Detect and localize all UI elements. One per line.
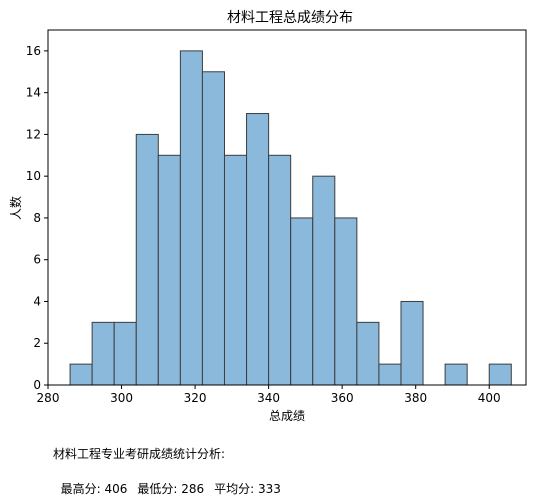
histogram-bar — [290, 217, 314, 386]
y-axis-ticks: 0 2 4 6 8 10 12 14 16 — [26, 44, 48, 392]
histogram-bar — [488, 363, 512, 386]
x-tick-label: 320 — [184, 391, 207, 405]
x-axis-ticks: 280 300 320 340 360 380 400 — [37, 385, 501, 405]
histogram-bar — [400, 300, 424, 386]
histogram-chart: 材料工程总成绩分布 280 300 320 340 360 380 400 0 2 4 6 8 10 1… — [8, 10, 527, 423]
x-tick-label: 380 — [404, 391, 427, 405]
histogram-bar — [91, 321, 115, 386]
y-tick-label: 0 — [33, 378, 41, 392]
plot-frame — [47, 29, 527, 386]
chart-title: 材料工程总成绩分布 — [227, 10, 353, 26]
histogram-bar — [223, 154, 248, 386]
histogram-bar — [69, 363, 93, 386]
y-tick-label: 10 — [26, 169, 41, 183]
histogram-bar — [179, 50, 203, 386]
y-tick-label: 4 — [33, 294, 41, 308]
stats-min: 最低分: 286 — [137, 482, 205, 496]
stats-max: 最高分: 406 — [60, 482, 128, 496]
histogram-bar — [312, 175, 336, 386]
stats-mean: 平均分: 333 — [214, 482, 281, 496]
bars-group — [69, 50, 512, 386]
histogram-bar — [246, 113, 270, 386]
y-tick-label: 14 — [26, 86, 41, 100]
histogram-bar — [113, 321, 137, 386]
histogram-bar — [268, 154, 292, 386]
histogram-bar — [356, 321, 380, 386]
histogram-bar — [444, 363, 468, 386]
y-tick-label: 8 — [33, 211, 41, 225]
histogram-bar — [157, 154, 181, 386]
histogram-bar — [201, 71, 225, 386]
x-tick-label: 360 — [331, 391, 354, 405]
y-tick-label: 12 — [26, 127, 41, 141]
x-tick-label: 300 — [110, 391, 133, 405]
x-tick-label: 340 — [257, 391, 280, 405]
x-axis-label: 总成绩 — [269, 409, 305, 423]
y-axis-label: 人数 — [8, 196, 23, 220]
histogram-bar — [334, 217, 358, 386]
stats-summary: 最高分: 406 最低分: 286 平均分: 333 — [53, 466, 281, 497]
y-tick-label: 6 — [33, 253, 41, 267]
histogram-bar — [135, 133, 159, 386]
histogram-bar — [378, 363, 402, 386]
x-tick-label: 280 — [37, 391, 60, 405]
stats-heading: 材料工程专业考研成绩统计分析: — [53, 447, 226, 461]
x-tick-label: 400 — [478, 391, 501, 405]
y-tick-label: 16 — [26, 44, 41, 58]
y-tick-label: 2 — [33, 336, 41, 350]
